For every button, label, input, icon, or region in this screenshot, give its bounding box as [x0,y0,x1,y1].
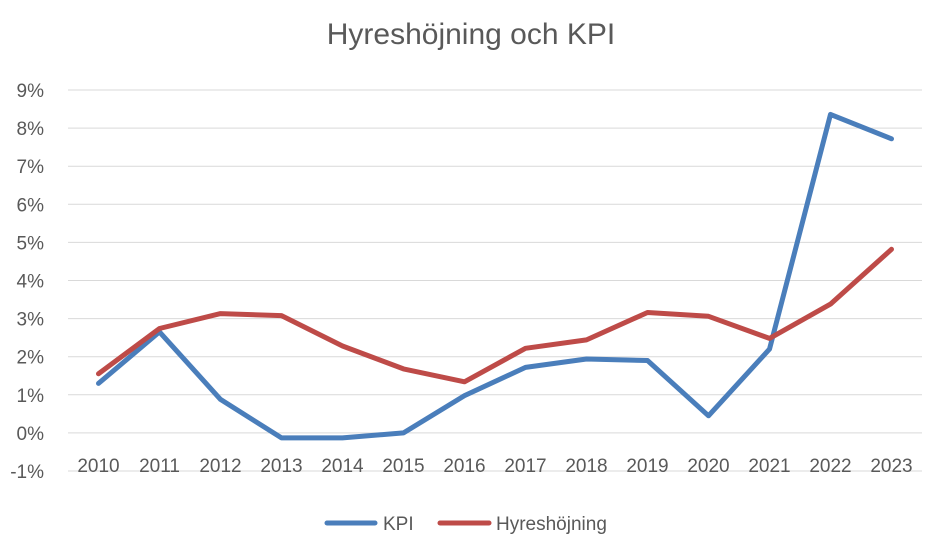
x-tick-label: 2020 [687,456,729,477]
legend-label: Hyreshöjning [496,514,607,535]
x-tick-label: 2018 [565,456,607,477]
legend-label: KPI [383,514,414,535]
y-tick-label: 4% [17,272,45,293]
y-tick-label: 9% [17,81,45,102]
x-tick-label: 2019 [626,456,668,477]
y-tick-label: 3% [17,310,45,331]
y-tick-label: 0% [17,424,45,445]
x-tick-label: 2023 [870,456,912,477]
y-tick-label: -1% [10,462,44,483]
series-line-kpi [96,111,894,441]
y-tick-label: 6% [17,195,45,216]
chart-title: Hyreshöjning och KPI [326,18,616,51]
x-tick-label: 2016 [443,456,485,477]
x-tick-label: 2021 [748,456,790,477]
y-tick-label: 1% [17,386,45,407]
x-tick-label: 2014 [321,456,364,477]
x-tick-label: 2010 [77,456,119,477]
x-tick-label: 2017 [504,456,546,477]
x-tick-label: 2015 [382,456,424,477]
x-tick-label: 2022 [809,456,851,477]
y-tick-label: 2% [17,348,45,369]
x-tick-label: 2012 [199,456,241,477]
x-tick-label: 2011 [139,456,180,477]
y-tick-label: 8% [17,119,45,140]
x-tick-label: 2013 [260,456,302,477]
y-tick-label: 5% [17,233,45,254]
series-line-hyresh-jning [96,246,894,385]
y-tick-label: 7% [17,157,45,178]
